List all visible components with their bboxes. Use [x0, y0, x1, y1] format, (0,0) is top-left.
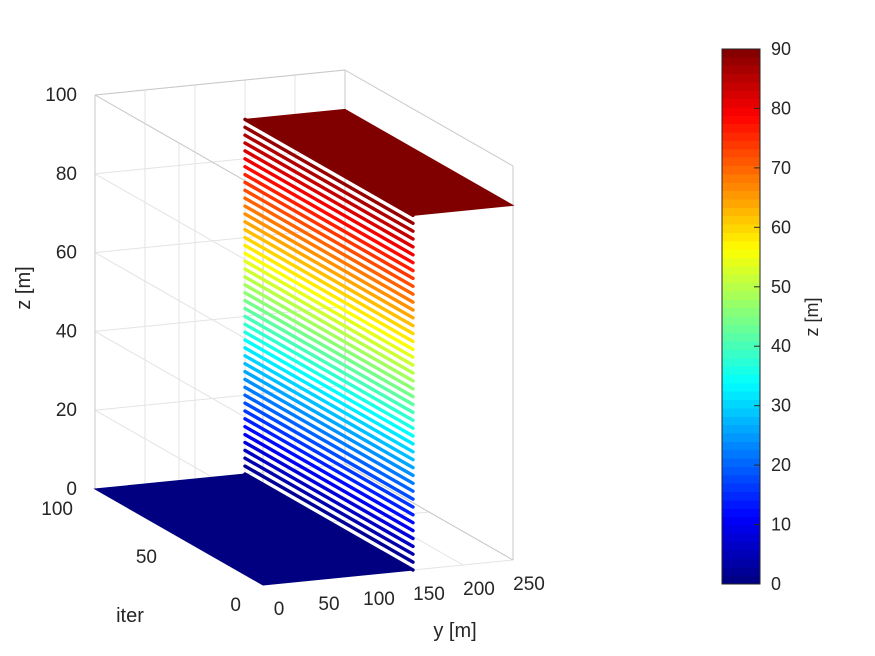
gridline-z-side	[94, 252, 264, 350]
surface-wall-line	[243, 393, 415, 493]
surface-wall-line	[243, 440, 415, 541]
surface-wall-line	[243, 385, 415, 485]
colorbar-tick-label: 20	[771, 455, 791, 475]
colorbar-tick-label: 0	[771, 574, 781, 594]
gridline-z-side	[94, 173, 264, 271]
surface-wall-line	[243, 432, 415, 533]
iter-tick-label: 50	[136, 547, 157, 568]
surface-wall-line	[243, 141, 415, 241]
surface-wall-line	[243, 283, 415, 383]
x-tick-label: 100	[363, 589, 395, 610]
surface-wall-line	[243, 346, 415, 446]
z-tick-label: 60	[56, 243, 77, 264]
x-tick-label: 150	[413, 584, 445, 605]
surface-wall-line	[243, 259, 415, 359]
surface-plot	[93, 108, 515, 586]
box-edge	[94, 94, 264, 192]
surface-wall-line	[243, 188, 415, 288]
box-edge	[94, 69, 346, 96]
surface-wall-line	[243, 275, 415, 375]
colorbar-gradient	[721, 48, 761, 585]
box-edge	[344, 69, 514, 167]
surface-wall-line	[243, 149, 415, 249]
surface-wall-line	[243, 369, 415, 470]
colorbar-tick-label: 70	[771, 158, 791, 178]
surface-wall-line	[243, 472, 415, 572]
z-axis-label: z [m]	[13, 266, 35, 309]
colorbar-tick-label: 80	[771, 98, 791, 118]
surface-wall-line	[243, 291, 415, 391]
x-tick-label: 0	[274, 599, 285, 620]
surface-wall-line	[243, 227, 415, 328]
z-tick-label: 0	[66, 479, 77, 500]
z-tick-label: 40	[56, 321, 77, 342]
surface-wall-line	[243, 251, 415, 352]
surface-wall-line	[243, 180, 415, 281]
surface-wall-line	[243, 243, 415, 344]
box-edge	[344, 463, 514, 561]
colorbar-tick-label: 50	[771, 277, 791, 297]
surface-wall-line	[243, 298, 415, 399]
colorbar: 0 10 20 30 40 50 60 70 80 90 z [m]	[721, 39, 822, 594]
surface-wall-line	[243, 204, 415, 304]
y-axis-label: iter	[116, 605, 144, 627]
surface-wall-line	[243, 164, 415, 265]
surface-wall-line	[243, 425, 415, 525]
surface-top	[243, 108, 515, 216]
surface-wall-line	[243, 377, 415, 478]
surface-wall-line	[243, 133, 415, 233]
colorbar-tick-label: 10	[771, 515, 791, 535]
surface-wall-line	[243, 157, 415, 257]
surface-wall-line	[243, 235, 415, 336]
surface-wall-line	[243, 338, 415, 438]
surface-wall-line	[243, 196, 415, 296]
x-tick-label: 50	[318, 594, 339, 615]
surface-wall-line	[243, 456, 415, 556]
surface-wall-line	[243, 330, 415, 430]
surface-wall-line	[243, 306, 415, 407]
surface-wall-line	[243, 448, 415, 549]
x-tick-label: 250	[513, 574, 545, 595]
iter-tick-label: 0	[230, 595, 241, 616]
z-tick-label: 100	[45, 85, 77, 106]
colorbar-label: z [m]	[802, 298, 822, 337]
colorbar-tick-label: 40	[771, 336, 791, 356]
surface-wall-line	[243, 172, 415, 273]
colorbar-tick-label: 60	[771, 217, 791, 237]
surface-wall-line	[243, 354, 415, 454]
surface-wall-line	[243, 314, 415, 415]
x-tick-label: 200	[463, 579, 495, 600]
x-axis-label: y [m]	[433, 620, 476, 642]
iter-tick-label: 100	[41, 499, 73, 520]
surface-wall-line	[243, 401, 415, 501]
surface-wall-line	[243, 125, 415, 226]
surface-wall-line	[243, 409, 415, 509]
gridline-z-side	[94, 330, 264, 428]
surface-wall-line	[243, 212, 415, 312]
surface-wall-line	[243, 322, 415, 422]
surface-wall-line	[243, 417, 415, 517]
colorbar-tick-label: 90	[771, 39, 791, 59]
z-tick-label: 80	[56, 164, 77, 185]
z-tick-label: 20	[56, 400, 77, 421]
surface-wall-line	[243, 220, 415, 320]
surface-wall-line	[243, 362, 415, 462]
colorbar-tick-label: 30	[771, 396, 791, 416]
surface-wall-line	[243, 267, 415, 367]
surface-wall-line	[243, 464, 415, 564]
colorbar-ticks: 0 10 20 30 40 50 60 70 80 90	[754, 39, 791, 594]
